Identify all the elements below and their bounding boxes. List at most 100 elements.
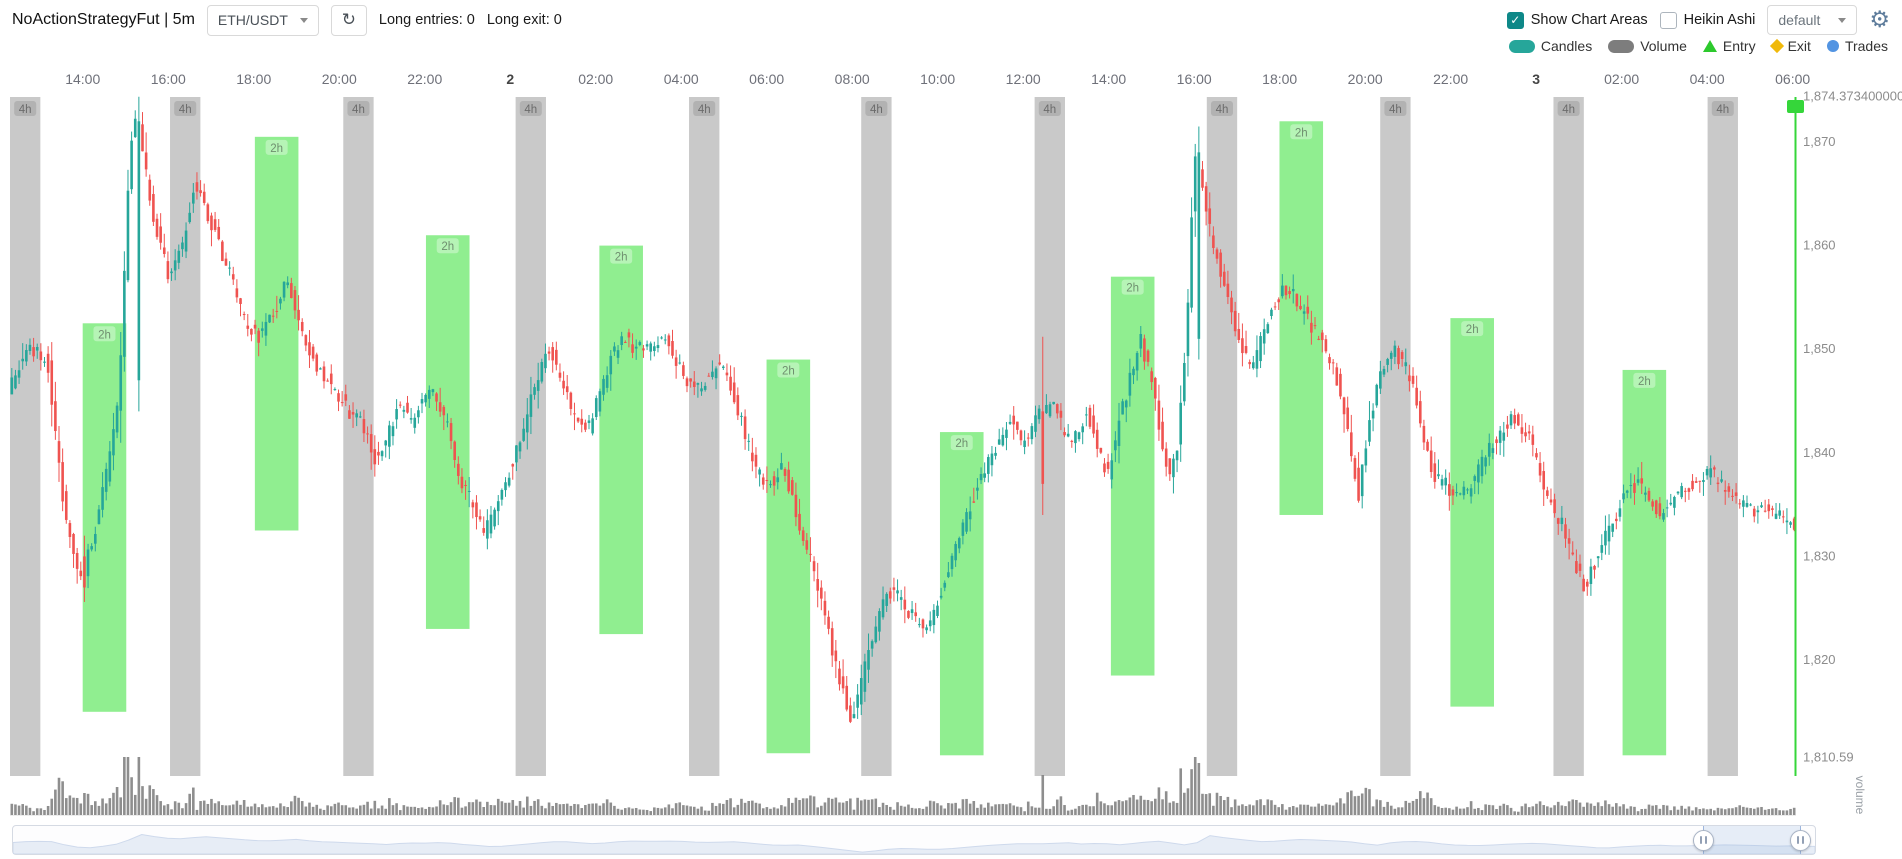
svg-text:4h: 4h xyxy=(524,104,537,116)
svg-text:22:00: 22:00 xyxy=(407,71,442,87)
legend-label: Candles xyxy=(1540,38,1593,54)
heikin-ashi-checkbox[interactable]: ✓ Heikin Ashi xyxy=(1659,11,1756,29)
legend-item-candles[interactable]: Candles xyxy=(1508,38,1593,54)
svg-text:08:00: 08:00 xyxy=(835,71,870,87)
rounded-rect-swatch-icon xyxy=(1608,39,1635,53)
plot-config-select[interactable]: default xyxy=(1767,5,1858,35)
svg-text:volume: volume xyxy=(1853,776,1867,815)
svg-text:4h: 4h xyxy=(352,104,365,116)
refresh-button[interactable]: ↻ xyxy=(330,4,367,36)
datazoom-selected-window[interactable] xyxy=(1703,826,1801,854)
svg-text:1,820: 1,820 xyxy=(1803,652,1836,667)
check-icon: ✓ xyxy=(1510,13,1521,27)
svg-text:2h: 2h xyxy=(1638,376,1651,388)
legend-label: Volume xyxy=(1640,38,1687,54)
svg-text:20:00: 20:00 xyxy=(1348,71,1383,87)
svg-text:12:00: 12:00 xyxy=(1006,71,1041,87)
heikin-ashi-label: Heikin Ashi xyxy=(1683,12,1756,28)
svg-text:04:00: 04:00 xyxy=(1690,71,1725,87)
svg-text:22:00: 22:00 xyxy=(1433,71,1468,87)
legend-item-volume[interactable]: Volume xyxy=(1608,38,1687,54)
svg-text:02:00: 02:00 xyxy=(578,71,613,87)
svg-text:4h: 4h xyxy=(1043,104,1056,116)
svg-text:2: 2 xyxy=(506,71,514,87)
show-chart-areas-label: Show Chart Areas xyxy=(1530,12,1648,28)
svg-text:2h: 2h xyxy=(615,252,628,264)
svg-text:4h: 4h xyxy=(1216,104,1229,116)
svg-text:3: 3 xyxy=(1532,71,1540,87)
svg-text:2h: 2h xyxy=(441,241,454,253)
svg-text:04:00: 04:00 xyxy=(664,71,699,87)
svg-text:2h: 2h xyxy=(1466,324,1479,336)
volume-axis-name: volume xyxy=(1853,776,1867,815)
current-price-line xyxy=(1787,97,1804,776)
svg-text:02:00: 02:00 xyxy=(1604,71,1639,87)
diamond-swatch-icon xyxy=(1769,38,1784,54)
svg-text:14:00: 14:00 xyxy=(1091,71,1126,87)
checkbox-box: ✓ xyxy=(1506,11,1524,29)
svg-text:4h: 4h xyxy=(179,104,192,116)
svg-text:2h: 2h xyxy=(1295,127,1308,139)
timeframe-areas-4h: 4h 4h 4h 4h 4h 4h 4h 4h 4h 4h 4h xyxy=(10,97,1738,776)
svg-text:2h: 2h xyxy=(98,329,111,341)
top-toolbar: NoActionStrategyFut | 5m ETH/USDT ↻ Long… xyxy=(0,0,1902,40)
rounded-rect-swatch-icon xyxy=(1508,39,1535,53)
svg-text:4h: 4h xyxy=(870,104,883,116)
datazoom-right-handle[interactable] xyxy=(1790,829,1812,851)
long-entries-stat: Long entries: 0 xyxy=(378,12,475,28)
svg-text:2h: 2h xyxy=(782,366,795,378)
svg-text:1,810.59: 1,810.59 xyxy=(1803,749,1854,764)
candlestick-series xyxy=(10,96,1796,724)
datazoom-data-shadow xyxy=(13,833,1815,854)
y-axis-labels: 1,874.373400000 1,870 1,860 1,850 1,840 1,830… xyxy=(1803,89,1902,765)
svg-text:1,850: 1,850 xyxy=(1803,341,1836,356)
svg-text:4h: 4h xyxy=(1389,104,1402,116)
refresh-icon: ↻ xyxy=(341,9,357,30)
svg-text:1,830: 1,830 xyxy=(1803,548,1836,563)
svg-text:10:00: 10:00 xyxy=(920,71,955,87)
triangle-swatch-icon xyxy=(1702,40,1717,52)
gear-icon[interactable]: ⚙ xyxy=(1869,6,1890,33)
svg-text:2h: 2h xyxy=(270,143,283,155)
datazoom-track[interactable] xyxy=(12,825,1816,855)
svg-text:4h: 4h xyxy=(1716,104,1729,116)
legend-item-trades[interactable]: Trades xyxy=(1826,38,1888,54)
x-axis-labels: 14:00 16:00 18:00 20:00 22:00 2 02:00 04:00 06:0… xyxy=(65,71,1810,87)
datazoom-left-handle[interactable] xyxy=(1692,829,1714,851)
svg-text:18:00: 18:00 xyxy=(236,71,271,87)
svg-text:16:00: 16:00 xyxy=(1177,71,1212,87)
svg-text:1,874.373400000: 1,874.373400000 xyxy=(1803,89,1902,104)
chevron-down-icon xyxy=(299,17,308,23)
timeframe-areas-2h: 2h 2h 2h 2h 2h 2h 2h 2h 2h 2h xyxy=(82,121,1667,756)
pair-select[interactable]: ETH/USDT xyxy=(206,4,319,36)
long-exit-stat: Long exit: 0 xyxy=(486,12,562,28)
svg-text:4h: 4h xyxy=(698,104,711,116)
svg-text:1,870: 1,870 xyxy=(1803,134,1836,149)
pair-select-value: ETH/USDT xyxy=(217,12,288,28)
svg-text:2h: 2h xyxy=(955,438,968,450)
plot-config-value: default xyxy=(1778,12,1821,28)
legend-label: Entry xyxy=(1722,38,1756,54)
svg-text:1,840: 1,840 xyxy=(1803,445,1836,460)
svg-text:06:00: 06:00 xyxy=(749,71,784,87)
legend-item-exit[interactable]: Exit xyxy=(1769,38,1811,54)
chevron-down-icon xyxy=(1838,17,1847,23)
legend-label: Trades xyxy=(1844,38,1888,54)
strategy-title: NoActionStrategyFut | 5m xyxy=(12,11,195,28)
legend-item-entry[interactable]: Entry xyxy=(1702,38,1756,54)
svg-text:1,860: 1,860 xyxy=(1803,238,1836,253)
svg-text:06:00: 06:00 xyxy=(1775,71,1810,87)
svg-text:20:00: 20:00 xyxy=(322,71,357,87)
svg-text:14:00: 14:00 xyxy=(65,71,100,87)
checkbox-box: ✓ xyxy=(1659,11,1677,29)
svg-text:4h: 4h xyxy=(1562,104,1575,116)
volume-series xyxy=(10,757,1796,816)
svg-text:18:00: 18:00 xyxy=(1262,71,1297,87)
legend-label: Exit xyxy=(1787,38,1811,54)
circle-swatch-icon xyxy=(1826,40,1839,52)
svg-text:2h: 2h xyxy=(1126,283,1139,295)
chart-legend: Candles Volume Entry Exit Trades xyxy=(1508,38,1888,54)
svg-text:16:00: 16:00 xyxy=(151,71,186,87)
show-chart-areas-checkbox[interactable]: ✓ Show Chart Areas xyxy=(1506,11,1648,29)
